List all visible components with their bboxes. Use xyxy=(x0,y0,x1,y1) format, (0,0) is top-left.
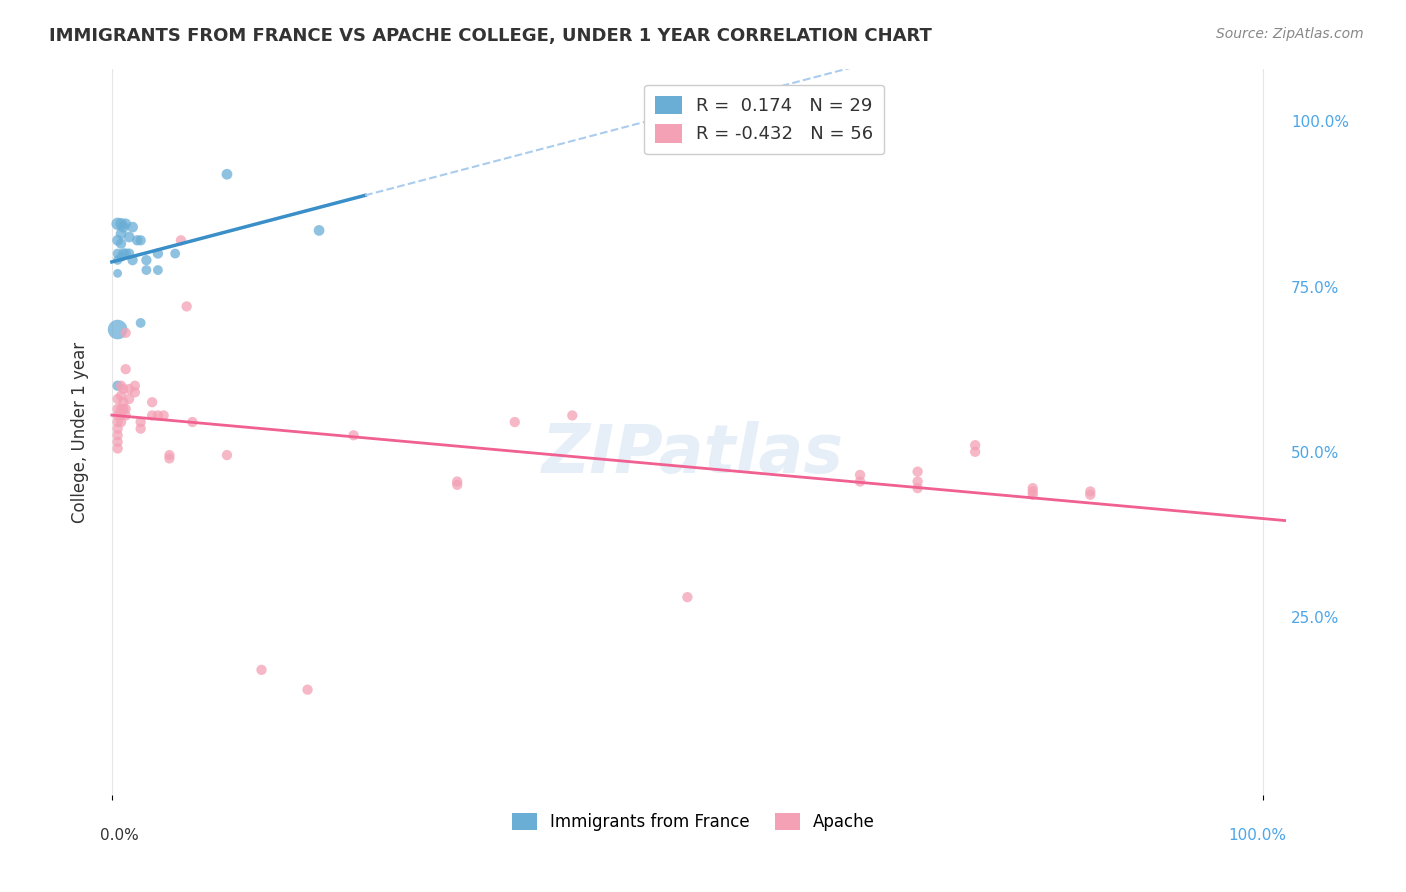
Point xyxy=(107,217,129,231)
Point xyxy=(152,409,174,423)
Point xyxy=(1022,488,1045,502)
Text: Source: ZipAtlas.com: Source: ZipAtlas.com xyxy=(1216,27,1364,41)
Point xyxy=(1022,481,1045,495)
Point xyxy=(107,253,129,268)
Text: IMMIGRANTS FROM FRANCE VS APACHE COLLEGE, UNDER 1 YEAR CORRELATION CHART: IMMIGRANTS FROM FRANCE VS APACHE COLLEGE… xyxy=(49,27,932,45)
Point xyxy=(146,409,169,423)
Point xyxy=(129,422,152,436)
Point xyxy=(676,590,699,604)
Point xyxy=(114,362,136,376)
Point xyxy=(907,465,929,479)
Point xyxy=(146,246,169,260)
Point xyxy=(112,382,135,396)
Point xyxy=(446,475,468,489)
Point xyxy=(181,415,204,429)
Point xyxy=(110,250,132,264)
Point xyxy=(110,401,132,416)
Point xyxy=(127,233,149,247)
Point xyxy=(107,415,129,429)
Point xyxy=(129,316,152,330)
Point xyxy=(849,467,872,482)
Point xyxy=(107,422,129,436)
Point xyxy=(110,389,132,403)
Point xyxy=(110,227,132,241)
Point xyxy=(110,415,132,429)
Point xyxy=(110,378,132,392)
Point xyxy=(1022,484,1045,499)
Point xyxy=(1078,488,1101,502)
Point xyxy=(107,434,129,449)
Point xyxy=(107,392,129,406)
Point xyxy=(176,300,198,314)
Point xyxy=(107,233,129,247)
Point xyxy=(129,233,152,247)
Point xyxy=(297,682,319,697)
Point xyxy=(114,401,136,416)
Point xyxy=(121,220,143,235)
Point xyxy=(141,409,163,423)
Point xyxy=(215,167,238,181)
Point xyxy=(112,401,135,416)
Point xyxy=(907,481,929,495)
Text: ZIPatlas: ZIPatlas xyxy=(543,421,844,487)
Point xyxy=(157,448,180,462)
Point xyxy=(157,451,180,466)
Point xyxy=(112,220,135,235)
Point xyxy=(1078,484,1101,499)
Point xyxy=(503,415,526,429)
Point xyxy=(112,395,135,409)
Point xyxy=(561,409,583,423)
Point xyxy=(124,385,146,400)
Point xyxy=(135,253,157,268)
Legend: Immigrants from France, Apache: Immigrants from France, Apache xyxy=(505,806,882,838)
Point xyxy=(907,475,929,489)
Text: 0.0%: 0.0% xyxy=(100,828,139,843)
Point xyxy=(114,217,136,231)
Point xyxy=(107,409,129,423)
Point xyxy=(170,233,193,247)
Point xyxy=(129,415,152,429)
Point xyxy=(114,326,136,340)
Point xyxy=(965,438,987,452)
Point xyxy=(308,223,330,237)
Point xyxy=(107,246,129,260)
Point xyxy=(110,236,132,251)
Point xyxy=(215,448,238,462)
Point xyxy=(107,378,129,392)
Y-axis label: College, Under 1 year: College, Under 1 year xyxy=(72,342,89,523)
Point xyxy=(110,409,132,423)
Text: 100.0%: 100.0% xyxy=(1227,828,1286,843)
Point xyxy=(124,378,146,392)
Point xyxy=(121,253,143,268)
Point xyxy=(965,444,987,458)
Point xyxy=(107,322,129,336)
Point xyxy=(107,442,129,456)
Point xyxy=(250,663,273,677)
Point xyxy=(446,478,468,492)
Point xyxy=(107,266,129,280)
Point xyxy=(118,246,141,260)
Point xyxy=(114,409,136,423)
Point xyxy=(118,382,141,396)
Point xyxy=(146,263,169,277)
Point xyxy=(114,246,136,260)
Point xyxy=(107,401,129,416)
Point xyxy=(107,428,129,442)
Point xyxy=(118,392,141,406)
Point xyxy=(110,217,132,231)
Point xyxy=(165,246,187,260)
Point xyxy=(141,395,163,409)
Point xyxy=(112,246,135,260)
Point xyxy=(135,263,157,277)
Point xyxy=(118,230,141,244)
Point xyxy=(849,475,872,489)
Point xyxy=(342,428,364,442)
